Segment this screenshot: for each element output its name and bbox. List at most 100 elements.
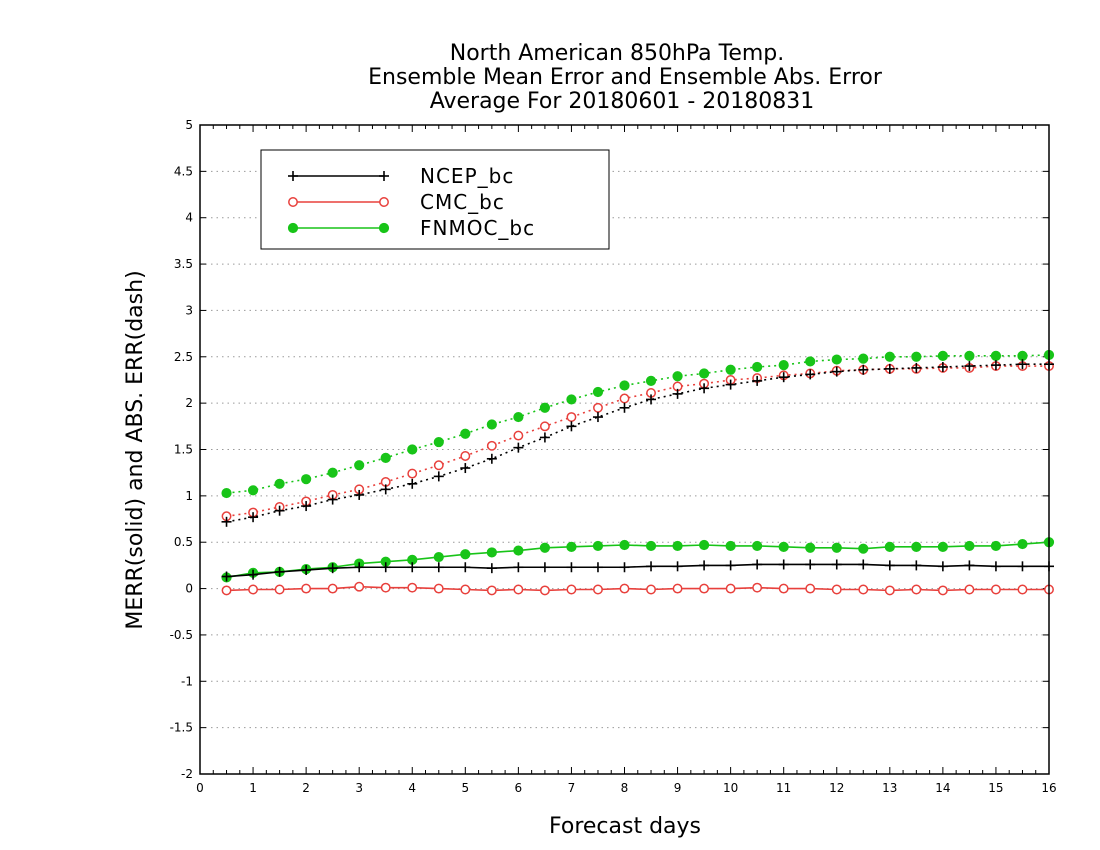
point-merr-ncep-bc: [327, 563, 338, 574]
x-axis-label: Forecast days: [549, 814, 701, 839]
point-abs-err-fnmoc-bc: [274, 478, 285, 489]
point-abs-err-ncep-bc: [248, 512, 259, 523]
point-merr-ncep-bc: [699, 560, 710, 571]
plot-frame: [199, 124, 1050, 775]
legend-label: FNMOC_bc: [420, 216, 535, 240]
point-abs-err-fnmoc-bc: [884, 351, 895, 362]
point-abs-err-fnmoc-bc: [380, 452, 391, 463]
point-abs-err-cmc-bc: [513, 430, 524, 441]
point-merr-ncep-bc: [990, 561, 1001, 572]
y-tick-label: -1: [181, 674, 193, 688]
series-ncep-bc: [221, 359, 1054, 582]
point-abs-err-fnmoc-bc: [831, 354, 842, 365]
point-merr-fnmoc-bc: [486, 547, 497, 558]
point-merr-ncep-bc: [884, 560, 895, 571]
x-tick-label: 14: [935, 781, 950, 795]
line-abs-err-fnmoc-bc: [226, 354, 1050, 494]
point-merr-ncep-bc: [858, 559, 869, 570]
legend-box: [260, 149, 610, 250]
point-abs-err-ncep-bc: [619, 402, 630, 413]
point-abs-err-ncep-bc: [301, 501, 312, 512]
point-merr-fnmoc-bc: [805, 542, 816, 553]
point-abs-err-fnmoc-bc: [327, 467, 338, 478]
point-merr-cmc-bc: [964, 584, 975, 595]
point-merr-ncep-bc: [752, 559, 763, 570]
point-abs-err-fnmoc-bc: [698, 368, 710, 379]
point-merr-fnmoc-bc: [858, 543, 869, 554]
y-tick-label: -1.5: [170, 721, 193, 735]
legend-item-ncep-bc: NCEP_bc: [288, 164, 513, 188]
point-merr-cmc-bc: [407, 582, 418, 593]
y-tick-label: 0.5: [174, 535, 193, 549]
point-merr-fnmoc-bc: [725, 540, 736, 552]
point-merr-fnmoc-bc: [698, 539, 710, 551]
point-abs-err-fnmoc-bc: [566, 394, 577, 405]
point-merr-fnmoc-bc: [539, 542, 551, 553]
y-tick-label: 5: [185, 118, 193, 132]
point-merr-ncep-bc: [937, 561, 948, 572]
legend-marker-start: [288, 171, 298, 181]
point-abs-err-fnmoc-bc: [221, 487, 232, 499]
point-abs-err-fnmoc-bc: [354, 460, 365, 471]
title-line-2: Ensemble Mean Error and Ensemble Abs. Er…: [368, 65, 883, 90]
point-abs-err-fnmoc-bc: [805, 356, 816, 367]
point-merr-cmc-bc: [566, 584, 577, 595]
y-tick-label: 4.5: [174, 164, 193, 178]
point-abs-err-fnmoc-bc: [1017, 350, 1028, 361]
x-tick-label: 8: [621, 781, 629, 795]
point-merr-cmc-bc: [274, 584, 285, 595]
point-abs-err-ncep-bc: [486, 453, 497, 464]
point-merr-cmc-bc: [619, 583, 630, 594]
point-abs-err-cmc-bc: [486, 440, 497, 451]
point-abs-err-fnmoc-bc: [301, 474, 312, 485]
point-merr-ncep-bc: [566, 562, 577, 573]
point-abs-err-fnmoc-bc: [725, 364, 736, 375]
point-merr-cmc-bc: [486, 585, 497, 596]
point-abs-err-fnmoc-bc: [407, 444, 418, 455]
point-abs-err-ncep-bc: [884, 363, 895, 374]
point-merr-fnmoc-bc: [937, 541, 948, 552]
point-abs-err-ncep-bc: [407, 478, 418, 489]
point-abs-err-ncep-bc: [964, 361, 975, 372]
series-layer: [221, 349, 1055, 596]
point-merr-fnmoc-bc: [433, 551, 444, 563]
point-merr-cmc-bc: [460, 584, 471, 595]
point-abs-err-cmc-bc: [433, 460, 444, 471]
point-merr-cmc-bc: [990, 584, 1001, 595]
grid-lines: [200, 170, 1049, 729]
point-merr-fnmoc-bc: [831, 542, 842, 553]
point-merr-cmc-bc: [805, 583, 816, 594]
point-abs-err-ncep-bc: [778, 372, 789, 383]
y-tick-label: 1.5: [174, 443, 193, 457]
point-merr-fnmoc-bc: [752, 540, 763, 552]
point-abs-err-fnmoc-bc: [778, 360, 789, 371]
point-abs-err-cmc-bc: [539, 421, 550, 432]
point-abs-err-ncep-bc: [433, 471, 444, 482]
point-abs-err-ncep-bc: [566, 421, 577, 432]
point-abs-err-ncep-bc: [592, 412, 603, 423]
legend-label: CMC_bc: [420, 190, 505, 214]
point-abs-err-ncep-bc: [937, 361, 948, 372]
point-merr-cmc-bc: [699, 583, 710, 594]
y-tick-label: 0: [185, 582, 193, 596]
point-merr-ncep-bc: [805, 559, 816, 570]
point-abs-err-fnmoc-bc: [460, 428, 471, 439]
point-abs-err-cmc-bc: [566, 412, 577, 422]
y-tick-label: 4: [185, 211, 193, 225]
point-merr-fnmoc-bc: [460, 549, 471, 560]
point-abs-err-ncep-bc: [274, 505, 285, 516]
x-tick-label: 6: [515, 781, 523, 795]
x-tick-label: 7: [568, 781, 576, 795]
point-merr-fnmoc-bc: [619, 539, 630, 551]
point-abs-err-fnmoc-bc: [247, 485, 259, 496]
point-abs-err-fnmoc-bc: [486, 419, 497, 430]
point-abs-err-fnmoc-bc: [592, 386, 604, 398]
legend-marker-end: [379, 171, 389, 181]
point-merr-ncep-bc: [831, 559, 842, 570]
point-abs-err-ncep-bc: [1017, 359, 1028, 370]
point-merr-fnmoc-bc: [592, 540, 604, 552]
title-line-1: North American 850hPa Temp.: [450, 41, 785, 66]
